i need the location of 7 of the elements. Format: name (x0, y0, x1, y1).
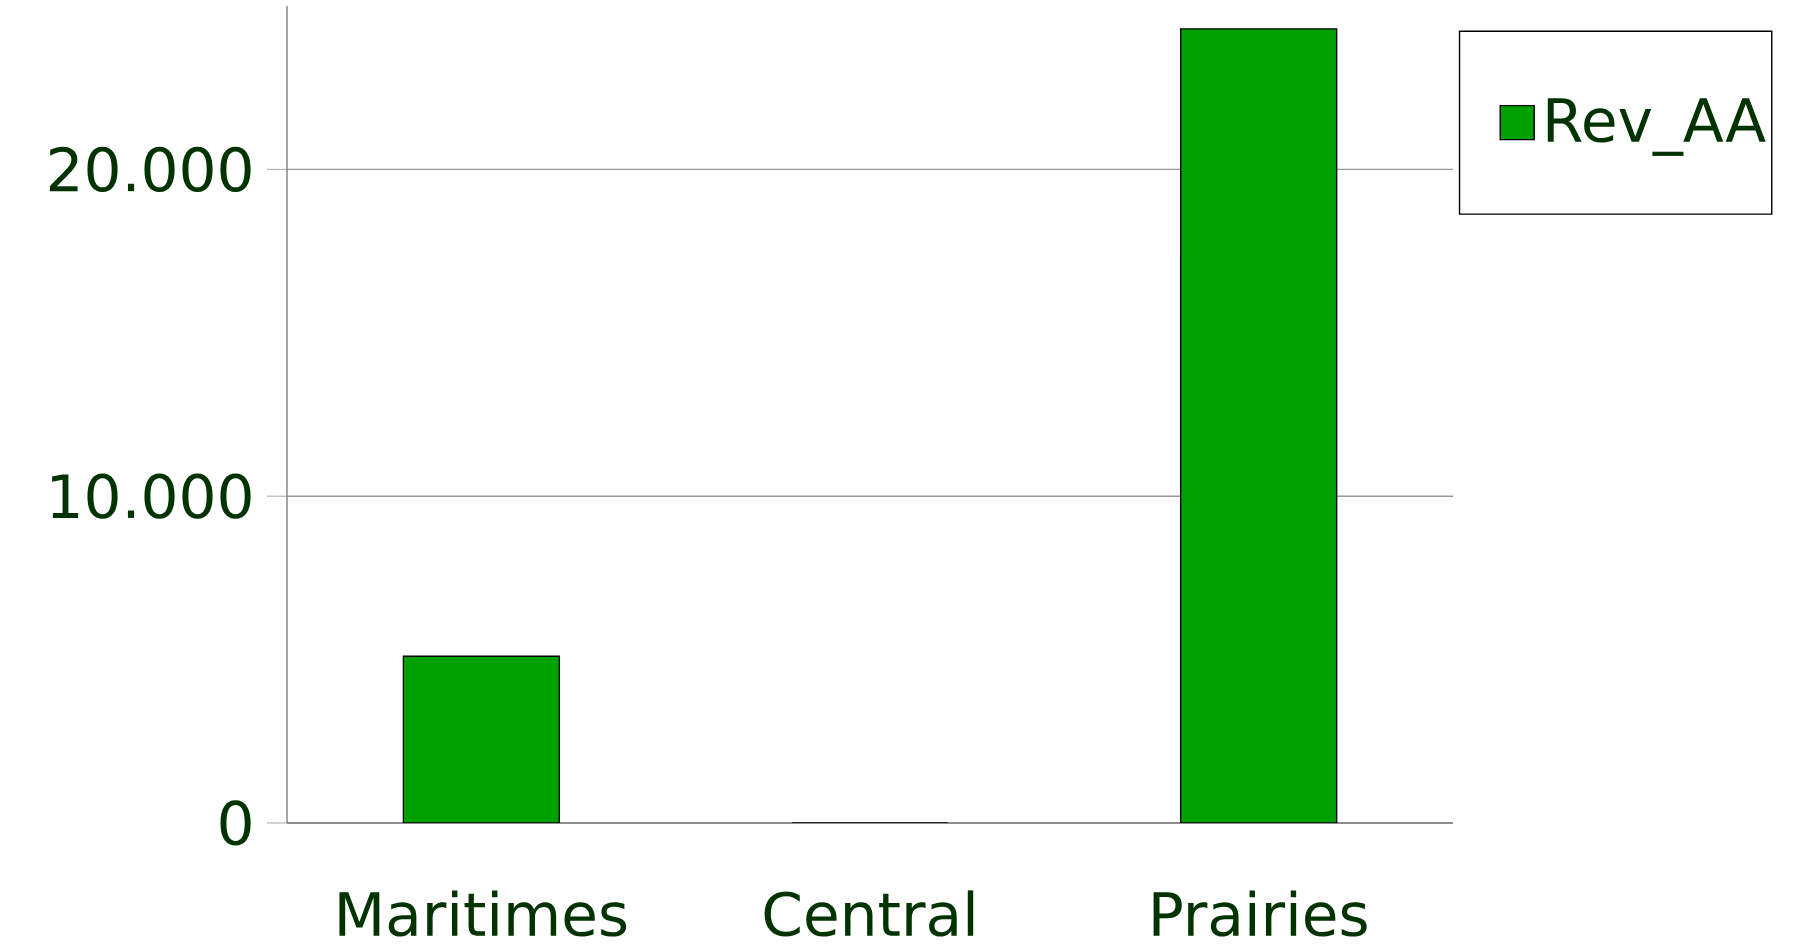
legend-label: Rev_AA (1547, 98, 1766, 156)
y-tick-label: 0 (220, 800, 251, 846)
x-tick-label: Central (764, 890, 974, 937)
x-tick-label: Prairies (1153, 890, 1367, 937)
y-tick-label: 10.000 (52, 473, 251, 519)
x-tick-label: Maritimes (339, 890, 627, 937)
y-tick-label: 20.000 (49, 146, 251, 192)
